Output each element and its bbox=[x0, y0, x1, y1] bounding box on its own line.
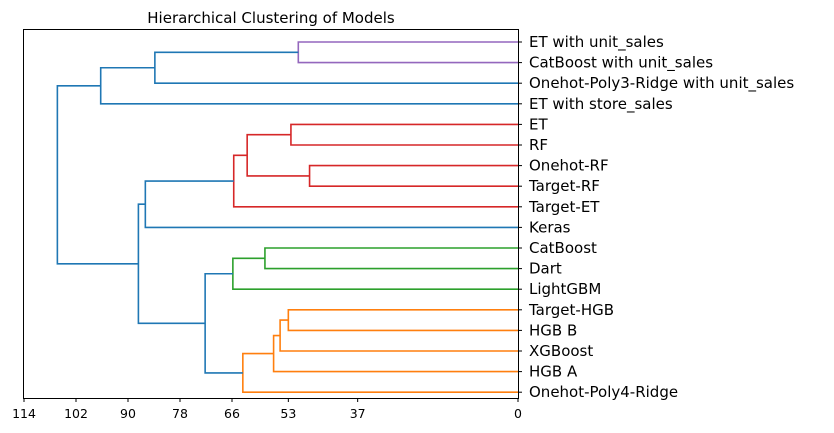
leaf-label: XGBoost bbox=[529, 342, 593, 360]
dendrogram-link-m17 bbox=[56, 84, 139, 265]
leaf-label: ET bbox=[529, 115, 548, 133]
leaf-label: Onehot-Poly4-Ridge bbox=[529, 383, 678, 401]
leaf-label: LightGBM bbox=[529, 280, 601, 298]
leaf-labels: ET with unit_sales CatBoost with unit_sal… bbox=[518, 33, 794, 401]
dendrogram-link-m3 bbox=[99, 66, 518, 105]
leaf-label: Onehot-Poly3-Ridge with unit_sales bbox=[529, 74, 794, 93]
chart-title: Hierarchical Clustering of Models bbox=[147, 9, 395, 27]
leaf-label: ET with store_sales bbox=[529, 95, 673, 114]
dendrogram-link-m16 bbox=[137, 203, 206, 325]
x-axis-ticks: 114 102 90 78 66 53 37 0 bbox=[12, 398, 522, 421]
dendrogram-link-m14 bbox=[242, 352, 518, 393]
dendrogram-link-m9 bbox=[264, 247, 518, 270]
leaf-label: ET with unit_sales bbox=[529, 33, 664, 52]
dendrogram-link-m13 bbox=[272, 334, 518, 373]
x-tick-label: 0 bbox=[514, 406, 522, 421]
x-tick-label: 114 bbox=[12, 406, 36, 421]
leaf-label: Target-RF bbox=[528, 177, 600, 195]
x-tick-label: 78 bbox=[172, 406, 188, 421]
dendrogram-link-m12 bbox=[279, 319, 518, 352]
dendrogram-link-m1 bbox=[297, 41, 518, 64]
plot-frame bbox=[23, 29, 519, 399]
dendrogram-links bbox=[56, 41, 518, 393]
leaf-label: HGB A bbox=[529, 363, 578, 381]
leaf-label: Target-ET bbox=[528, 198, 600, 216]
leaf-label: Dart bbox=[529, 260, 562, 278]
dendrogram-link-m10 bbox=[232, 257, 518, 290]
dendrogram-link-m4 bbox=[290, 123, 518, 146]
x-tick-label: 102 bbox=[64, 406, 88, 421]
leaf-label: Keras bbox=[529, 218, 571, 236]
leaf-label: Onehot-RF bbox=[529, 157, 609, 175]
dendrogram-link-m2 bbox=[154, 51, 518, 84]
dendrogram-link-m6 bbox=[246, 133, 310, 177]
leaf-label: HGB B bbox=[529, 321, 577, 339]
dendrogram-link-m8 bbox=[144, 180, 518, 229]
dendrogram-link-m5 bbox=[308, 164, 518, 187]
x-tick-label: 90 bbox=[120, 406, 136, 421]
x-tick-label: 37 bbox=[350, 406, 366, 421]
leaf-label: RF bbox=[529, 136, 548, 154]
leaf-label: Target-HGB bbox=[528, 301, 614, 319]
x-tick-label: 66 bbox=[224, 406, 240, 421]
x-tick-label: 53 bbox=[280, 406, 296, 421]
dendrogram-link-m11 bbox=[287, 309, 518, 332]
dendrogram-link-m7 bbox=[232, 154, 518, 208]
leaf-label: CatBoost with unit_sales bbox=[529, 54, 713, 73]
leaf-label: CatBoost bbox=[529, 239, 597, 257]
